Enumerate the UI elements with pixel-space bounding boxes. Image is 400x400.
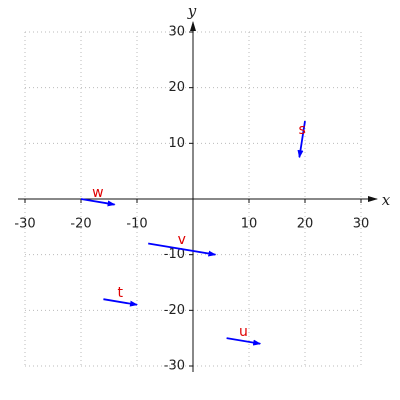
vector-label: v (178, 232, 186, 248)
vector-arrow (80, 198, 116, 207)
x-axis-label: x (382, 191, 391, 209)
y-axis-label: y (187, 2, 197, 20)
vector-arrow (297, 120, 306, 159)
vector-arrow (226, 337, 262, 346)
x-tick-label: -10 (126, 217, 147, 232)
y-tick-label: -30 (164, 359, 185, 374)
vector-label: s (299, 122, 306, 138)
x-tick-label: 20 (297, 217, 314, 232)
vector-label: u (239, 324, 248, 340)
y-tick-label: -20 (164, 303, 185, 318)
x-tick-label: 30 (353, 217, 370, 232)
x-tick-label: -30 (14, 217, 35, 232)
vector-label: w (92, 185, 103, 201)
vector-label: t (117, 285, 123, 301)
vector-arrow (103, 298, 138, 307)
y-tick-label: 20 (168, 80, 185, 95)
y-tick-label: 10 (168, 136, 185, 151)
vector-arrow (148, 242, 217, 257)
x-tick-label: -20 (70, 217, 91, 232)
y-tick-label: -10 (164, 247, 185, 262)
x-tick-label: 10 (241, 217, 258, 232)
y-tick-label: 30 (168, 25, 185, 40)
